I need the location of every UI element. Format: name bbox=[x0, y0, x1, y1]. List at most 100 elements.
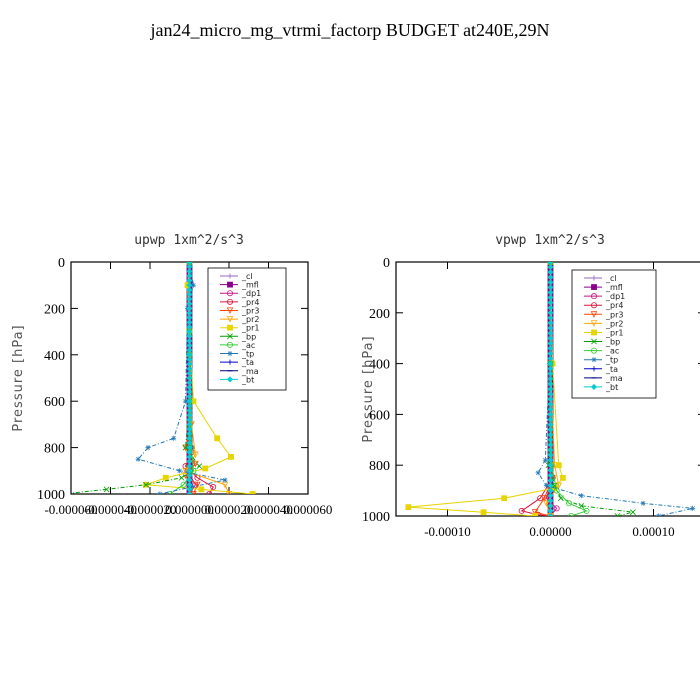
chart-1-point-pr2 bbox=[192, 451, 199, 459]
chart-2-point-pr1 bbox=[480, 509, 487, 516]
chart-1-xtick-label: -0.000040 bbox=[84, 502, 137, 517]
chart-1-point-bp bbox=[178, 474, 185, 481]
chart-1-legend-label: _pr2 bbox=[241, 315, 259, 324]
chart-2-ytick-label: 800 bbox=[369, 459, 390, 474]
chart-2-legend-label: _pr4 bbox=[605, 301, 623, 310]
chart-1-legend-marker bbox=[227, 324, 233, 331]
chart-2-point-bp bbox=[630, 509, 636, 516]
chart-2-point-pr3 bbox=[541, 495, 548, 502]
chart-2-point-pr1 bbox=[405, 504, 412, 511]
chart-2-ytick-label: 600 bbox=[369, 408, 390, 423]
chart-1-point-tp bbox=[182, 398, 189, 404]
chart-2-series-group bbox=[405, 262, 696, 516]
chart-2-ytick-label: 0 bbox=[383, 256, 390, 271]
chart-2-legend-marker bbox=[591, 338, 597, 345]
chart-1-series-group bbox=[71, 262, 256, 494]
chart-2-legend-label: _pr2 bbox=[605, 319, 623, 328]
chart-2-point-pr1 bbox=[532, 513, 538, 516]
chart-1-legend-label: _ac bbox=[241, 341, 255, 350]
chart-2-legend-marker bbox=[590, 320, 598, 327]
chart-2-point-tp bbox=[656, 513, 662, 516]
chart-2-legend-label: _cl bbox=[605, 274, 617, 283]
chart-1-legend-marker bbox=[227, 350, 233, 357]
chart-2-series-pr1 bbox=[405, 262, 566, 516]
chart-1-title: upwp 1xm^2/s^3 bbox=[134, 233, 244, 248]
chart-2-ylabel: Pressure [hPa] bbox=[361, 335, 376, 442]
chart-2-legend-box bbox=[571, 269, 657, 399]
chart-2-title: vpwp 1xm^2/s^3 bbox=[495, 233, 605, 248]
chart-1-point-pr1 bbox=[202, 465, 209, 472]
chart-1-point-bp bbox=[196, 463, 203, 470]
chart-2-ytick-label: 400 bbox=[369, 358, 390, 373]
chart-2-legend-marker bbox=[591, 293, 598, 300]
chart-1-point-tp bbox=[190, 282, 197, 288]
chart-1-ytick-label: 0 bbox=[58, 256, 65, 271]
chart-2-ytick-label: 1000 bbox=[362, 510, 390, 525]
chart-1-point-tp bbox=[145, 445, 151, 451]
chart-1-line-bp bbox=[71, 262, 201, 494]
chart-1-legend-label: _ta bbox=[241, 358, 254, 367]
chart-1-ytick-label: 600 bbox=[44, 395, 65, 410]
chart-1-legend-marker bbox=[226, 290, 233, 297]
chart-2-legend-label: _bt bbox=[605, 383, 618, 392]
chart-2-point-bp bbox=[614, 513, 621, 516]
chart-1-legend-label: _bt bbox=[241, 375, 254, 384]
chart-1-ytick-label: 200 bbox=[44, 302, 65, 317]
chart-2-legend-marker bbox=[590, 383, 598, 390]
chart-1-legend-label: _dp1 bbox=[241, 289, 261, 298]
chart-1-point-pr1 bbox=[228, 453, 234, 460]
chart-1-series-bp bbox=[71, 262, 203, 494]
chart-1-legend-marker bbox=[226, 341, 233, 348]
chart-2-legend-marker bbox=[591, 366, 597, 372]
chart-2-xtick-label: -0.00010 bbox=[424, 524, 471, 539]
chart-2-point-tp bbox=[542, 457, 548, 463]
chart-1-ytick-label: 400 bbox=[44, 349, 65, 364]
chart-2-series-bt bbox=[547, 262, 554, 516]
chart-1-xtick-label: -0.000060 bbox=[44, 502, 97, 517]
chart-2-legend-label: _ta bbox=[605, 365, 618, 374]
chart-2-xtick-label: 0.00010 bbox=[632, 524, 674, 539]
chart-1-legend-marker bbox=[227, 359, 233, 365]
chart-1-legend-label: _bp bbox=[241, 332, 256, 341]
chart-1-point-tp bbox=[177, 468, 183, 474]
chart-1-legend-label: _ma bbox=[241, 367, 259, 376]
chart-1-point-ac bbox=[180, 481, 187, 488]
chart-2-point-pr1 bbox=[555, 462, 562, 469]
chart-1-ytick-label: 1000 bbox=[37, 488, 65, 503]
chart-2-legend-label: _bp bbox=[605, 338, 620, 347]
chart-1-point-pr1 bbox=[214, 435, 221, 442]
chart-1-legend-marker bbox=[227, 281, 233, 288]
chart-1: upwp 1xm^2/s^3 Pressure [hPa] 0 200 400 600 80… bbox=[11, 233, 332, 517]
chart-1-series-bt bbox=[186, 262, 193, 494]
chart-1-legend-box bbox=[207, 267, 287, 391]
chart-2-point-tp bbox=[578, 493, 584, 499]
chart-2-legend: _cl_mfl_dp1_pr4_pr3_pr2_pr1_bp_ac_tp_ta_… bbox=[571, 269, 657, 399]
chart-2-point-ac bbox=[566, 500, 573, 507]
chart-2-point-tp bbox=[690, 505, 696, 511]
chart-1-legend-marker bbox=[226, 316, 234, 323]
chart-2: vpwp 1xm^2/s^3 Pressure [hPa] 0 200 400 600 80… bbox=[361, 233, 700, 539]
chart-1-point-tp bbox=[157, 491, 163, 494]
chart-1-point-tp bbox=[222, 477, 228, 483]
chart-2-legend-label: _tp bbox=[605, 356, 618, 365]
chart-1-point-pr3 bbox=[190, 491, 197, 494]
chart-2-xtick-label: 0.00000 bbox=[529, 524, 571, 539]
chart-1-legend-marker bbox=[227, 333, 233, 340]
chart-1-legend-marker bbox=[226, 298, 233, 305]
chart-2-legend-marker bbox=[591, 302, 598, 309]
chart-1-point-pr1 bbox=[198, 486, 205, 493]
chart-2-point-ac bbox=[568, 513, 575, 516]
chart-1-xtick-label: 0.000040 bbox=[244, 502, 293, 517]
chart-1-point-bp bbox=[182, 444, 189, 451]
chart-2-legend-label: _dp1 bbox=[605, 292, 625, 301]
chart-2-point-tp bbox=[543, 482, 549, 489]
chart-2-point-tp bbox=[535, 470, 541, 476]
chart-2-point-pr1 bbox=[559, 474, 566, 481]
chart-2-point-ac bbox=[583, 507, 590, 514]
chart-2-legend-marker bbox=[591, 275, 597, 281]
chart-2-point-ac bbox=[553, 487, 560, 494]
chart-2-point-bt bbox=[547, 507, 554, 514]
chart-1-ylabel: Pressure [hPa] bbox=[11, 324, 26, 431]
chart-2-point-pr2 bbox=[543, 500, 550, 507]
